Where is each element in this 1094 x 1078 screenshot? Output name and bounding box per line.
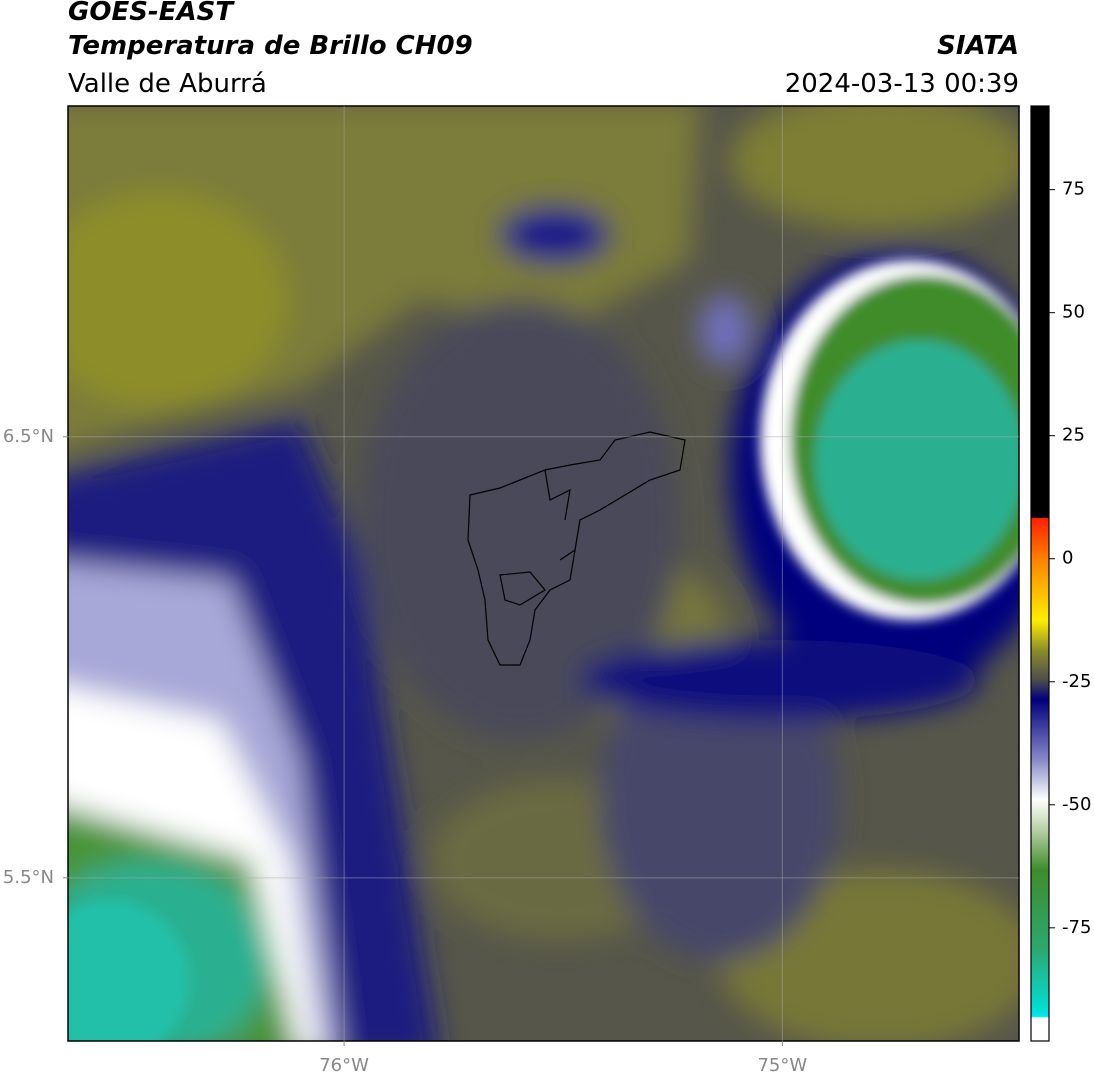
source: SIATA: [937, 31, 1019, 61]
x-tick-label: 75°W: [757, 1055, 807, 1076]
map-field: [68, 106, 1019, 1041]
colorbar: [1030, 105, 1050, 1042]
colorbar-tick-label: -50: [1062, 794, 1091, 815]
colorbar-tick-label: 25: [1062, 425, 1085, 446]
colorbar-tick-label: 75: [1062, 179, 1085, 200]
region: Valle de Aburrá: [68, 69, 267, 99]
colorbar-tick-label: -25: [1062, 671, 1091, 692]
subtitle: Temperatura de Brillo CH09: [68, 31, 473, 61]
y-tick-label: 5.5°N: [3, 867, 54, 888]
x-tick-label: 76°W: [319, 1055, 369, 1076]
y-tick-label: 6.5°N: [3, 426, 54, 447]
datetime: 2024-03-13 00:39: [785, 69, 1019, 99]
title: GOES-EAST: [68, 0, 235, 27]
colorbar-tick-label: 0: [1062, 548, 1073, 569]
colorbar-tick-label: -75: [1062, 917, 1091, 938]
map-frame: [67, 105, 1020, 1042]
colorbar-tick-label: 50: [1062, 302, 1085, 323]
